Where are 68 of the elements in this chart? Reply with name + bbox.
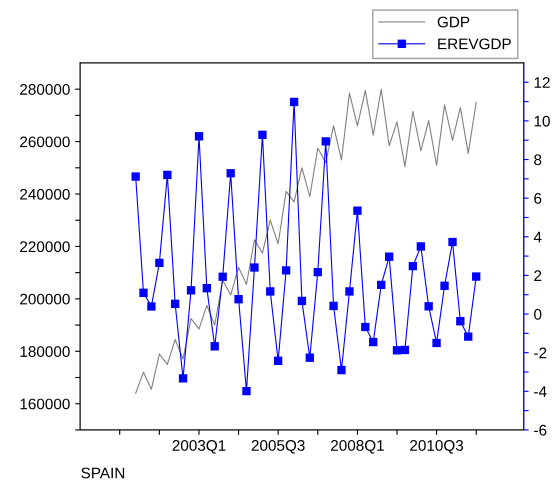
- y2-tick-label: 2: [534, 270, 542, 281]
- x-tick-label: 2008Q1: [331, 440, 384, 454]
- point: [432, 338, 441, 348]
- y2-tick-label: 10: [534, 116, 550, 127]
- point: [163, 170, 172, 180]
- point: [337, 366, 346, 374]
- y2-tick-label: 4: [534, 232, 542, 242]
- point: [472, 272, 480, 281]
- point: [464, 332, 472, 341]
- point: [139, 288, 148, 297]
- point: [306, 354, 314, 362]
- point: [170, 300, 180, 308]
- point: [210, 342, 219, 350]
- point: [202, 284, 211, 292]
- point: [282, 266, 290, 275]
- point: [194, 132, 204, 141]
- point: [448, 238, 457, 246]
- y-tick-label: 180000: [20, 346, 70, 357]
- y2-tick-label: -4: [534, 386, 547, 397]
- y-tick-label: 220000: [20, 241, 70, 252]
- point: [361, 322, 370, 332]
- legend-label: EREVGDP: [438, 38, 511, 50]
- point: [369, 338, 378, 346]
- y-tick-label: 280000: [20, 84, 70, 95]
- point: [456, 317, 464, 326]
- point: [274, 356, 282, 365]
- point: [424, 302, 433, 310]
- y-tick-label: 200000: [20, 294, 70, 305]
- point: [226, 169, 235, 178]
- point: [329, 302, 338, 310]
- point: [298, 296, 306, 306]
- legend-label: GDP: [438, 16, 470, 28]
- y2-tick-label: -2: [534, 348, 546, 358]
- point: [250, 263, 259, 272]
- point: [258, 130, 267, 139]
- text: SPAIN: [81, 468, 124, 478]
- point: [147, 302, 156, 311]
- point: [132, 172, 140, 181]
- y2-tick-label: 0: [534, 308, 542, 320]
- y2-tick-label: -6: [534, 424, 546, 436]
- point: [345, 287, 354, 296]
- y2-tick-label: 8: [534, 154, 542, 166]
- point: [377, 280, 386, 290]
- y-tick-label: 160000: [20, 398, 70, 410]
- point: [440, 282, 449, 290]
- point: [353, 206, 362, 215]
- point: [234, 295, 243, 304]
- point: [385, 252, 394, 261]
- point: [178, 374, 188, 383]
- point: [155, 258, 164, 268]
- point: [408, 262, 418, 270]
- point: [266, 287, 274, 296]
- point: [242, 386, 251, 396]
- point: [218, 272, 227, 281]
- y2-tick-label: 6: [534, 193, 542, 204]
- point: [290, 98, 298, 106]
- y-tick-label: 260000: [20, 136, 70, 148]
- point: [314, 268, 322, 276]
- point: [392, 346, 402, 355]
- x-tick-label: 2005Q3: [252, 440, 305, 454]
- point: [416, 242, 426, 251]
- y-tick-label: 240000: [20, 188, 70, 200]
- point: [322, 137, 330, 146]
- point: [400, 346, 410, 354]
- point: [186, 286, 196, 294]
- y2-tick-label: 12: [534, 77, 550, 88]
- x-tick-label: 2003Q1: [172, 440, 226, 454]
- x-tick-label: 2010Q3: [410, 440, 464, 454]
